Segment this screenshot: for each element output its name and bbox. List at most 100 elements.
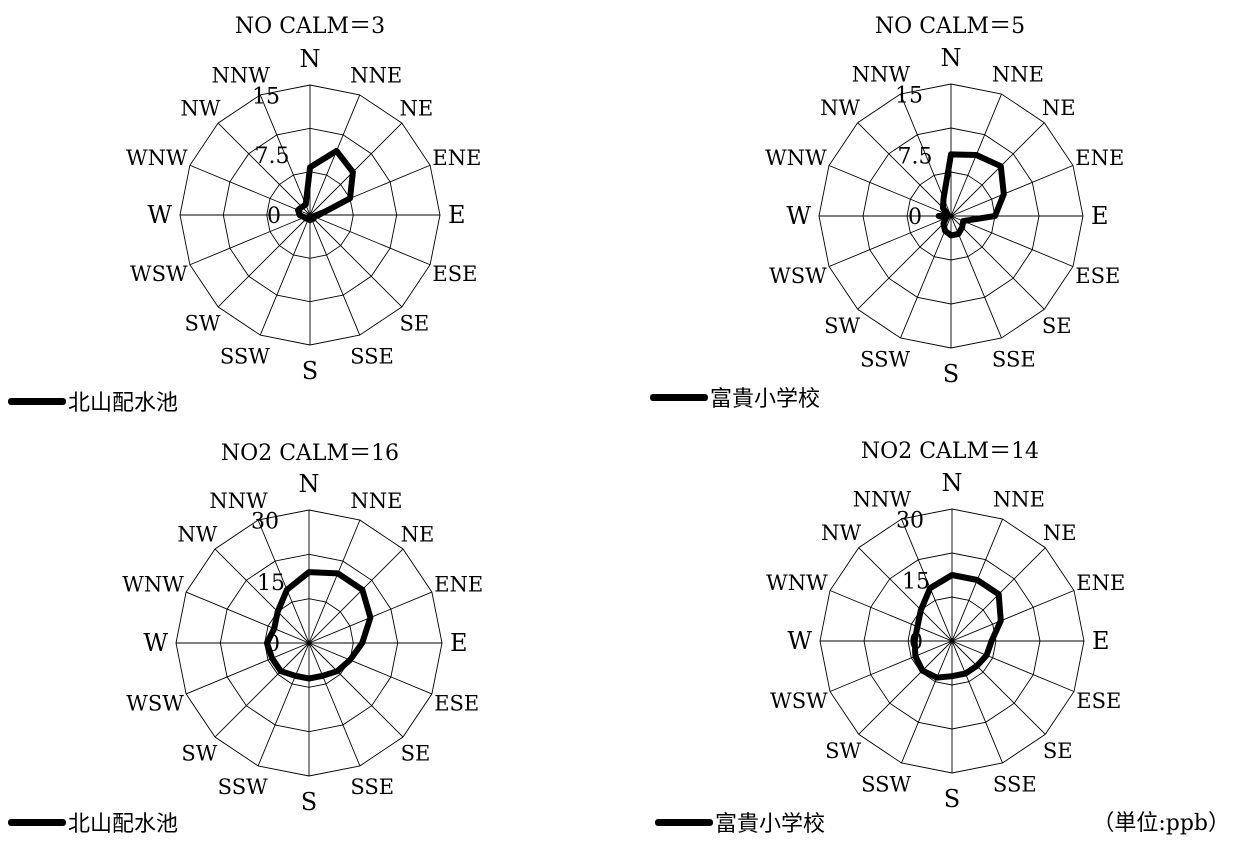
legend-line-icon [655, 818, 713, 826]
direction-label: NNE [350, 489, 402, 513]
direction-label: E [450, 629, 468, 657]
grid-spoke [950, 122, 1045, 217]
direction-label: NW [177, 522, 217, 546]
direction-label: NNE [350, 64, 402, 88]
direction-label: N [941, 44, 962, 72]
series-line [935, 151, 1007, 239]
legend: 北山配水池 [8, 385, 178, 417]
direction-label: ENE [1075, 146, 1124, 170]
direction-label: NE [1043, 521, 1077, 545]
rose-panel-no-fuki: NO CALM＝5 0 7.5 15 N NNE NE ENE E ESE SE SSE S SSW SW… [640, 0, 1240, 421]
grid-spoke [259, 94, 311, 216]
legend-line-icon [650, 393, 708, 401]
direction-label: NE [1042, 96, 1076, 120]
grid-spoke [951, 640, 1075, 692]
rose-panel-no-kitayama: NO CALM＝3 0 7.5 15 N NNE NE ENE E ESE SE SSE S SSW SW… [0, 0, 620, 421]
legend-label: 北山配水池 [68, 391, 179, 416]
direction-label: SW [181, 742, 217, 766]
direction-label: S [944, 785, 960, 813]
tick-label: 7.5 [255, 144, 290, 169]
direction-label: S [302, 357, 318, 385]
grid-spoke [309, 214, 403, 308]
direction-label: ESE [1075, 264, 1120, 288]
direction-label: SSW [220, 344, 270, 368]
tick-label: 15 [257, 571, 285, 596]
series-line [911, 572, 1004, 681]
grid-spoke [308, 519, 361, 644]
tick-label: 15 [902, 569, 930, 594]
direction-label: WNW [122, 573, 184, 597]
direction-label: ESE [1076, 689, 1121, 713]
grid-spoke [828, 215, 952, 267]
direction-label: SW [825, 739, 861, 763]
grid-spoke [829, 590, 953, 642]
grid-spoke [900, 215, 952, 339]
direction-label: SSW [860, 347, 910, 371]
direction-label: WNW [765, 146, 827, 170]
direction-label: NNE [992, 63, 1044, 87]
grid-spoke [857, 122, 952, 217]
tick-label: 15 [252, 84, 280, 109]
direction-label: NW [181, 97, 221, 121]
direction-label: SE [1042, 314, 1072, 338]
wind-rose-chart: 07.515NNNENEENEEESESESSESSSWSWWSWWWNWNWN… [765, 44, 1124, 388]
direction-label: WSW [769, 264, 827, 288]
grid-spoke [950, 215, 1074, 267]
direction-label: ENE [1076, 571, 1125, 595]
grid-spoke [217, 214, 311, 308]
legend-label: 北山配水池 [68, 812, 179, 837]
direction-label: E [1092, 627, 1110, 655]
grid-spoke [858, 640, 953, 735]
grid-spoke [950, 215, 1045, 310]
wind-rose-chart: 07.515NNNENEENEEESESESSESSSWSWWSWWWNWNWN… [126, 45, 481, 385]
rose-panel-no2-fuki: NO2 CALM＝14 0 15 30 N NNE NE ENE E ESE SE SSE S SSW S… [640, 421, 1240, 842]
tick-label: 30 [896, 509, 924, 534]
chart-title: NO CALM＝3 [234, 14, 386, 39]
grid-spoke [185, 591, 310, 644]
direction-label: W [147, 201, 172, 229]
grid-spoke [308, 548, 404, 644]
grid-spoke [217, 122, 311, 216]
grid-spoke [951, 640, 1046, 735]
grid-spoke [858, 547, 953, 642]
legend: 富貴小学校 [655, 806, 825, 838]
direction-label: W [786, 202, 811, 230]
direction-label: ENE [434, 573, 483, 597]
grid-spoke [901, 518, 953, 642]
direction-label: W [787, 627, 812, 655]
direction-label: SSE [350, 344, 394, 368]
direction-label: SSE [993, 772, 1037, 796]
grid-spoke [185, 642, 310, 695]
legend: 北山配水池 [8, 806, 178, 838]
grid-spoke [189, 164, 311, 216]
grid-spoke [308, 642, 433, 695]
direction-label: SE [1043, 739, 1073, 763]
chart-title: NO2 CALM＝16 [220, 441, 400, 466]
grid-spoke [828, 165, 952, 217]
chart-title: NO CALM＝5 [874, 14, 1026, 39]
legend-line-icon [8, 818, 66, 826]
tick-label: 0 [908, 205, 922, 230]
direction-label: SW [824, 314, 860, 338]
legend: 富貴小学校 [650, 381, 820, 413]
direction-label: SE [399, 311, 429, 335]
direction-label: ESE [432, 262, 477, 286]
grid-spoke [308, 642, 404, 738]
direction-label: NE [399, 97, 433, 121]
direction-label: N [299, 470, 320, 498]
direction-label: NNW [853, 488, 912, 512]
grid-spoke [829, 640, 953, 692]
direction-label: SSW [218, 775, 268, 799]
legend-label: 富貴小学校 [710, 387, 821, 412]
rose-panel-no2-kitayama: NO2 CALM＝16 0 15 30 N NNE NE ENE E ESE SE SSE S SSW S… [0, 421, 620, 842]
grid-spoke [951, 640, 1003, 764]
series-line [263, 569, 374, 682]
grid-spoke [214, 642, 310, 738]
wind-rose-chart: 01530NNNENEENEEESESESSESSSWSWWSWWWNWNWNN… [122, 470, 483, 816]
direction-label: WSW [770, 689, 828, 713]
legend-line-icon [8, 397, 66, 405]
direction-label: SSW [861, 772, 911, 796]
direction-label: S [943, 360, 959, 388]
direction-label: E [1091, 202, 1109, 230]
direction-label: WNW [126, 146, 188, 170]
